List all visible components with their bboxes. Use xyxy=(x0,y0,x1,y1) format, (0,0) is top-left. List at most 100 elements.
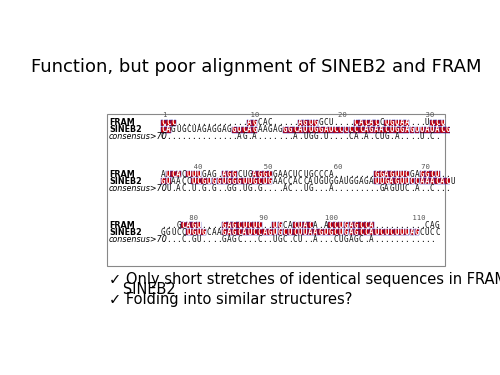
Text: .: . xyxy=(192,132,196,141)
Text: U: U xyxy=(384,118,389,127)
Bar xyxy=(247,127,252,133)
Text: G: G xyxy=(344,220,348,230)
Bar xyxy=(334,222,338,228)
Bar xyxy=(186,222,191,228)
Text: .: . xyxy=(298,132,302,141)
Text: G: G xyxy=(334,177,338,186)
Text: G: G xyxy=(227,184,232,193)
Text: G: G xyxy=(420,170,424,179)
Bar xyxy=(354,120,358,126)
Text: U: U xyxy=(308,125,313,134)
Text: U: U xyxy=(196,228,201,237)
Bar xyxy=(440,120,445,126)
Text: .: . xyxy=(283,118,288,127)
Text: .: . xyxy=(420,118,424,127)
Text: G: G xyxy=(400,125,404,134)
Text: G: G xyxy=(227,125,232,134)
Text: G: G xyxy=(232,220,236,230)
Text: .: . xyxy=(212,118,216,127)
Text: A: A xyxy=(415,170,420,179)
Text: .: . xyxy=(359,170,364,179)
Bar xyxy=(318,229,323,235)
Text: U: U xyxy=(192,177,196,186)
Text: G: G xyxy=(318,177,323,186)
Bar xyxy=(379,171,384,177)
Text: .: . xyxy=(400,220,404,230)
Text: .: . xyxy=(435,132,440,141)
Text: G: G xyxy=(308,132,313,141)
Bar xyxy=(414,229,420,235)
Text: U: U xyxy=(262,177,267,186)
Text: A: A xyxy=(349,228,354,237)
Text: C: C xyxy=(293,234,298,243)
Text: .: . xyxy=(222,132,226,141)
Text: .: . xyxy=(212,234,216,243)
Text: .: . xyxy=(445,184,450,193)
Text: .: . xyxy=(303,234,308,243)
Text: A: A xyxy=(410,228,414,237)
Text: A: A xyxy=(272,177,277,186)
Text: C: C xyxy=(349,132,354,141)
Text: C: C xyxy=(242,125,247,134)
Text: .: . xyxy=(410,184,414,193)
Text: .: . xyxy=(435,184,440,193)
Text: G: G xyxy=(247,170,252,179)
Text: .: . xyxy=(252,184,257,193)
Text: 80              90             100                 110: 80 90 100 110 xyxy=(163,214,426,220)
Text: A: A xyxy=(288,220,292,230)
Bar xyxy=(227,178,232,184)
Text: C: C xyxy=(334,228,338,237)
Text: G: G xyxy=(192,234,196,243)
Text: C: C xyxy=(359,125,364,134)
Text: .: . xyxy=(166,220,170,230)
Bar xyxy=(328,127,333,133)
Bar xyxy=(384,178,389,184)
Bar xyxy=(324,229,328,235)
Text: .: . xyxy=(420,220,424,230)
Bar xyxy=(445,127,450,133)
Text: U: U xyxy=(400,228,404,237)
Text: U: U xyxy=(298,234,302,243)
Text: A: A xyxy=(308,177,313,186)
Text: .: . xyxy=(217,132,222,141)
Text: .: . xyxy=(222,118,226,127)
Bar xyxy=(192,178,196,184)
Text: G: G xyxy=(344,234,348,243)
Text: .: . xyxy=(359,132,364,141)
Text: C: C xyxy=(430,132,434,141)
Text: G: G xyxy=(258,170,262,179)
Bar xyxy=(435,178,440,184)
Text: A: A xyxy=(390,177,394,186)
Text: .: . xyxy=(206,118,211,127)
Text: U: U xyxy=(420,125,424,134)
Bar xyxy=(282,127,288,133)
Text: A: A xyxy=(364,132,368,141)
Text: U: U xyxy=(338,220,343,230)
Text: G: G xyxy=(237,177,242,186)
Bar xyxy=(344,229,348,235)
Text: C: C xyxy=(415,177,420,186)
Bar xyxy=(440,178,445,184)
Bar xyxy=(379,127,384,133)
Text: G: G xyxy=(171,125,175,134)
Bar xyxy=(394,229,399,235)
Text: A: A xyxy=(364,125,368,134)
Bar xyxy=(196,178,201,184)
Text: .: . xyxy=(176,118,181,127)
Bar xyxy=(430,127,434,133)
Text: U: U xyxy=(166,170,170,179)
Bar xyxy=(227,222,232,228)
Bar xyxy=(359,229,364,235)
Text: C: C xyxy=(258,220,262,230)
Text: A: A xyxy=(298,125,302,134)
Text: G: G xyxy=(212,170,216,179)
Text: C: C xyxy=(283,234,288,243)
Bar xyxy=(293,229,298,235)
Text: G: G xyxy=(313,125,318,134)
Bar xyxy=(430,171,434,177)
Text: U: U xyxy=(166,177,170,186)
Text: U: U xyxy=(420,132,424,141)
Text: G: G xyxy=(227,170,232,179)
Bar xyxy=(354,222,358,228)
Bar xyxy=(324,127,328,133)
